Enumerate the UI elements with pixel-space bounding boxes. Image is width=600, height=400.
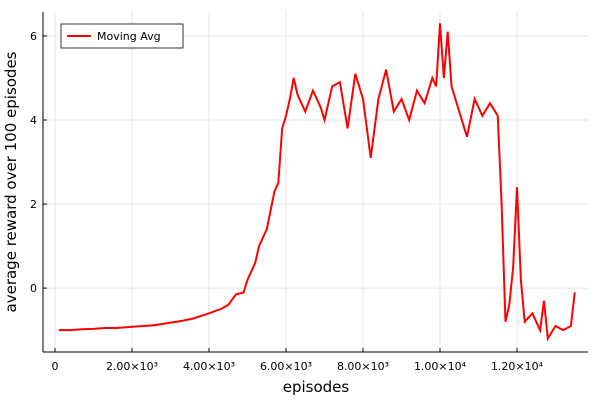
y-tick-label: 4	[30, 114, 37, 127]
x-tick-label: 4.00×10³	[183, 360, 235, 373]
y-tick-label: 0	[30, 282, 37, 295]
x-tick-label: 2.00×10³	[106, 360, 158, 373]
x-tick-label: 8.00×10³	[337, 360, 389, 373]
y-tick-label: 6	[30, 30, 37, 43]
line	[58, 23, 576, 342]
legend-label: Moving Avg	[97, 30, 161, 43]
x-tick-label: 1.20×10⁴	[491, 360, 544, 373]
x-tick-label: 1.00×10⁴	[414, 360, 467, 373]
x-axis-label: episodes	[283, 378, 350, 396]
y-axis-label: average reward over 100 episodes	[2, 51, 20, 312]
x-tick-label: 6.00×10³	[260, 360, 312, 373]
y-tick-label: 2	[30, 198, 37, 211]
x-tick-label: 0	[52, 360, 59, 373]
